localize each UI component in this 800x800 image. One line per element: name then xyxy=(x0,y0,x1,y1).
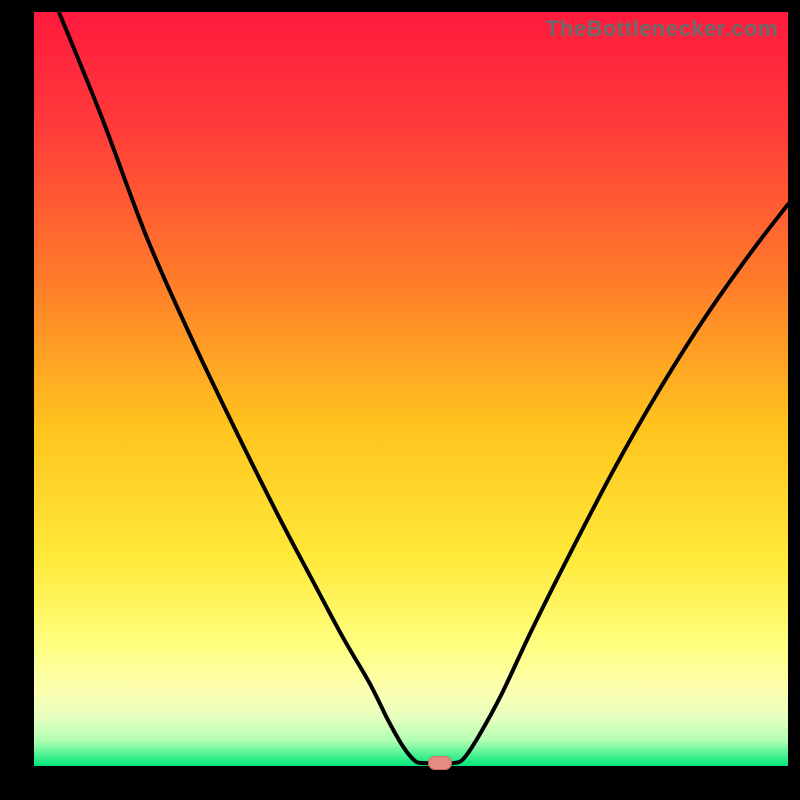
plot-area: TheBottlenecker.com xyxy=(34,12,788,766)
curve-path xyxy=(59,12,788,763)
bottleneck-curve xyxy=(34,12,788,766)
watermark-text: TheBottlenecker.com xyxy=(546,16,778,42)
optimal-point-marker xyxy=(428,756,452,770)
chart-frame: TheBottlenecker.com xyxy=(0,0,800,800)
